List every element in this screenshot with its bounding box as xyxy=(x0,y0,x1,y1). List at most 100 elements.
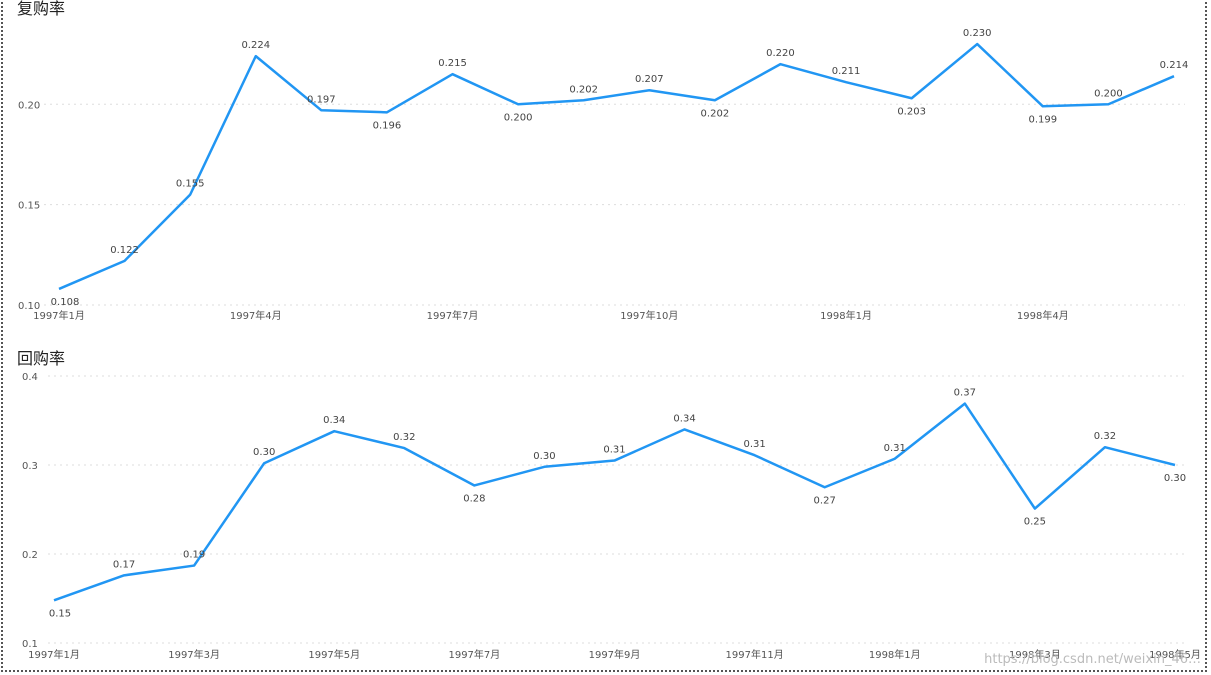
data-point[interactable] xyxy=(449,70,457,78)
repurchase-rate-panel: 复购率 0.10 0.15 0.20 1997年1月 1997年4月 1997年7月 199… xyxy=(0,0,1211,337)
y-tick-label: 0.10 xyxy=(18,301,40,312)
x-tick-label: 1998年4月 xyxy=(1017,309,1069,322)
data-point[interactable] xyxy=(681,425,689,433)
data-point[interactable] xyxy=(842,78,850,86)
data-point[interactable] xyxy=(1104,100,1112,108)
data-label: 0.207 xyxy=(635,74,664,85)
data-point[interactable] xyxy=(891,455,899,463)
data-point[interactable] xyxy=(611,457,619,465)
y-tick-label: 0.20 xyxy=(18,100,40,111)
data-point[interactable] xyxy=(1101,443,1109,451)
x-tick-label: 1997年3月 xyxy=(168,648,220,661)
data-point[interactable] xyxy=(186,191,194,199)
x-tick-label: 1997年4月 xyxy=(230,309,282,322)
data-point[interactable] xyxy=(190,562,198,570)
data-point[interactable] xyxy=(973,40,981,48)
data-label: 0.28 xyxy=(463,493,485,504)
data-label: 0.196 xyxy=(373,120,402,131)
data-label: 0.32 xyxy=(393,432,415,443)
data-point[interactable] xyxy=(1170,72,1178,80)
data-point[interactable] xyxy=(120,571,128,579)
data-label: 0.27 xyxy=(814,495,836,506)
data-point[interactable] xyxy=(383,108,391,116)
data-label: 0.197 xyxy=(307,94,336,105)
y-tick-label: 0.2 xyxy=(22,550,38,561)
data-label: 0.108 xyxy=(51,297,80,308)
data-label: 0.31 xyxy=(743,439,765,450)
x-tick-label: 1997年1月 xyxy=(28,648,80,661)
chart-title: 复购率 xyxy=(17,0,66,18)
data-point[interactable] xyxy=(470,481,478,489)
data-label: 0.203 xyxy=(897,106,926,117)
series-line[interactable] xyxy=(53,402,1176,602)
data-label: 0.122 xyxy=(110,245,139,256)
data-label: 0.200 xyxy=(504,112,533,123)
data-label: 0.220 xyxy=(766,48,795,59)
data-label: 0.34 xyxy=(673,413,695,424)
data-label: 0.30 xyxy=(253,447,275,458)
data-point[interactable] xyxy=(776,60,784,68)
data-point[interactable] xyxy=(50,596,58,604)
data-label: 0.31 xyxy=(884,443,906,454)
data-label: 0.32 xyxy=(1094,431,1116,442)
x-tick-label: 1997年11月 xyxy=(726,648,784,661)
data-label: 0.17 xyxy=(113,559,135,570)
x-tick-label: 1997年5月 xyxy=(308,648,360,661)
data-label: 0.202 xyxy=(701,108,730,119)
data-point[interactable] xyxy=(540,463,548,471)
data-point[interactable] xyxy=(821,483,829,491)
x-tick-label: 1998年3月 xyxy=(1009,648,1061,661)
data-label: 0.224 xyxy=(241,40,270,51)
data-point[interactable] xyxy=(908,94,916,102)
data-label: 0.19 xyxy=(183,550,205,561)
data-point[interactable] xyxy=(514,100,522,108)
return-rate-chart[interactable]: 0.1 0.2 0.3 0.4 1997年1月 1997年3月 1997年5月 1997年7月… xyxy=(0,337,1211,675)
x-tick-label: 1998年1月 xyxy=(869,648,921,661)
data-point[interactable] xyxy=(55,285,63,293)
data-point[interactable] xyxy=(1039,102,1047,110)
repurchase-rate-chart[interactable]: 0.10 0.15 0.20 1997年1月 1997年4月 1997年7月 1997年10… xyxy=(0,0,1211,337)
series-line[interactable] xyxy=(58,42,1175,291)
chart-title: 回购率 xyxy=(17,349,66,368)
watermark: https://blog.csdn.net/weixin_46… xyxy=(984,652,1201,667)
x-tick-label: 1998年1月 xyxy=(820,309,872,322)
y-tick-label: 0.15 xyxy=(18,201,40,212)
data-label: 0.30 xyxy=(1164,473,1186,484)
data-label: 0.202 xyxy=(569,84,598,95)
data-point[interactable] xyxy=(330,427,338,435)
data-label: 0.31 xyxy=(603,445,625,456)
data-label: 0.34 xyxy=(323,415,345,426)
data-point[interactable] xyxy=(645,86,653,94)
data-point[interactable] xyxy=(961,400,969,408)
data-point[interactable] xyxy=(400,444,408,452)
data-point[interactable] xyxy=(1171,461,1179,469)
y-tick-label: 0.4 xyxy=(22,372,38,383)
x-tick-label: 1997年10月 xyxy=(620,309,678,322)
data-label: 0.214 xyxy=(1160,60,1189,71)
return-rate-panel: 回购率 0.1 0.2 0.3 0.4 1997年1月 1997年3月 1997年5月 199… xyxy=(0,337,1211,675)
data-label: 0.15 xyxy=(49,608,71,619)
data-point[interactable] xyxy=(252,52,260,60)
data-point[interactable] xyxy=(260,459,268,467)
x-tick-label: 1997年7月 xyxy=(427,309,479,322)
x-tick-label: 1997年9月 xyxy=(589,648,641,661)
data-label: 0.211 xyxy=(832,66,861,77)
data-point[interactable] xyxy=(1031,505,1039,513)
data-label: 0.230 xyxy=(963,28,992,39)
data-point[interactable] xyxy=(751,451,759,459)
data-point[interactable] xyxy=(711,96,719,104)
y-tick-label: 0.3 xyxy=(22,461,38,472)
data-label: 0.199 xyxy=(1029,114,1058,125)
data-label: 0.155 xyxy=(176,179,205,190)
x-tick-label: 1997年1月 xyxy=(33,309,85,322)
data-label: 0.200 xyxy=(1094,88,1123,99)
data-label: 0.25 xyxy=(1024,517,1046,528)
data-point[interactable] xyxy=(317,106,325,114)
data-point[interactable] xyxy=(580,96,588,104)
x-tick-label: 1997年7月 xyxy=(448,648,500,661)
data-point[interactable] xyxy=(121,257,129,265)
y-tick-label: 0.1 xyxy=(22,639,38,650)
data-label: 0.30 xyxy=(533,451,555,462)
data-label: 0.37 xyxy=(954,388,976,399)
